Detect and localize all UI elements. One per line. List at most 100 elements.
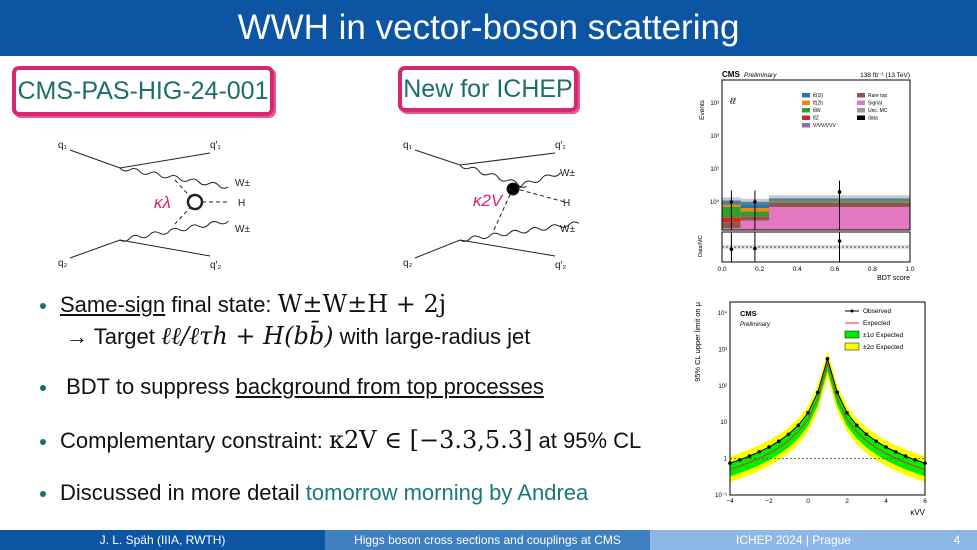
legend-swatch <box>857 108 865 113</box>
legend-entry: V/VV/VVV <box>813 123 836 129</box>
x-tick-label: 0.2 <box>755 266 764 273</box>
bdt-score-histogram: 10⁰ 10¹ 10² 10³ 0.0 0.2 0.4 0.6 0.8 1.0 BDT score E… <box>698 70 915 282</box>
bullet-text: Discussed in more detail <box>60 480 306 505</box>
legend-swatch <box>857 100 865 105</box>
observed-point <box>737 458 742 462</box>
x-tick-label: 2 <box>845 498 849 505</box>
label-q1-prime: q′₁ <box>555 140 566 151</box>
chart-title: CMS <box>722 70 740 79</box>
pas-tag: CMS-PAS-HIG-24-001 <box>12 66 274 116</box>
legend-swatch <box>802 115 810 120</box>
page-number: 4 <box>937 530 977 550</box>
y-tick-label: 10² <box>710 134 719 140</box>
observed-point <box>835 390 840 395</box>
legend-1sigma-swatch <box>844 330 860 339</box>
observed-point <box>815 390 820 395</box>
y-tick-label: 10³ <box>710 101 719 107</box>
data-point <box>837 190 842 194</box>
label-w: W± <box>560 224 575 235</box>
bullet-text: BDT to suppress <box>60 374 236 399</box>
quark-line <box>69 239 211 259</box>
talk-reference: tomorrow morning by Andrea <box>305 480 589 505</box>
label-q2: q₂ <box>58 258 68 269</box>
y-tick-label: 10² <box>718 384 727 390</box>
label-w: W± <box>235 178 250 189</box>
chart-title: CMS <box>740 309 757 318</box>
x-tick-label: 0.6 <box>830 266 839 273</box>
observed-point <box>806 411 810 415</box>
footer-talk-title: Higgs boson cross sections and couplings… <box>325 530 650 550</box>
x-tick-label: 0 <box>806 498 810 505</box>
observed-point <box>874 439 879 444</box>
legend-swatch <box>857 93 865 98</box>
feynman-diagram-kappa-lambda: q₁ q′₁ W± H W± q₂ q′₂ κλ <box>58 140 250 271</box>
observed-point <box>884 445 888 449</box>
bullet-discussed: Discussed in more detail tomorrow mornin… <box>40 480 588 506</box>
bullet-text: → Target <box>66 324 161 349</box>
channel-label: ℓℓ <box>729 96 736 106</box>
legend-swatch <box>802 123 810 128</box>
y-tick-label: 1 <box>724 457 728 463</box>
legend-entry: Rare top <box>868 93 887 99</box>
legend-entry: tt̄Z <box>813 115 819 122</box>
ratio-point <box>837 239 842 243</box>
legend-entry: Expected <box>863 320 890 327</box>
quark-line <box>414 149 556 166</box>
bullet-target: → Target ℓℓ/ℓτh + H(bb̄) with large-radi… <box>66 322 530 351</box>
observed-point <box>747 454 752 458</box>
x-tick-label: −4 <box>726 498 734 505</box>
legend-entry: Signal <box>868 101 882 107</box>
observed-point <box>825 357 830 361</box>
coupling-label: κ2V <box>473 191 504 210</box>
y-tick-label: 10 <box>720 420 727 426</box>
y-tick-label: 10⁴ <box>718 310 728 317</box>
label-q1: q₁ <box>403 140 413 151</box>
y-tick-label: 10⁰ <box>710 199 720 206</box>
observed-point <box>845 411 849 415</box>
underlined-text: Same-sign <box>60 292 166 317</box>
legend-entry: data <box>868 116 878 122</box>
bullet-same-sign: Same-sign final state: W±W±H + 2j <box>40 290 446 318</box>
ratio-point <box>729 247 734 252</box>
legend-entry: ±2σ Expected <box>863 344 903 351</box>
legend-swatch <box>802 100 810 105</box>
label-w: W± <box>560 168 575 179</box>
bullet-text: with large-radius jet <box>333 324 531 349</box>
legend-entry: ±1σ Expected <box>863 332 903 339</box>
legend-entry: Unc. MC <box>868 108 888 114</box>
feynman-diagram-kappa-2v: q₁ q′₁ W± H W± q₂ q′₂ κ2V <box>403 140 580 271</box>
quark-line <box>69 149 211 169</box>
new-tag: New for ICHEP <box>398 66 578 112</box>
data-point <box>753 200 757 204</box>
label-q2-prime: q′₂ <box>555 260 566 271</box>
math-expression: ℓℓ/ℓτh + H(bb̄) <box>160 322 334 350</box>
underlined-text: background from top processes <box>235 374 544 399</box>
kappa-vv-limit-plot: 10⁻¹ 1 10 10² 10³ 10⁴ −4 −2 0 2 4 6 κVV 95% CL upper … <box>693 301 927 517</box>
band-±1σ Expected <box>730 358 925 477</box>
label-w: W± <box>235 224 250 235</box>
footer: J. L. Späh (IIIA, RWTH) Higgs boson cros… <box>0 530 977 550</box>
legend-entry: tt̄W <box>813 107 821 114</box>
y-axis-label: Events <box>699 99 706 120</box>
bullet-constraint: Complementary constraint: κ2V ∈ [−3.3,5.… <box>40 426 641 454</box>
chart-subtitle: Preliminary <box>740 322 771 328</box>
x-tick-label: 0.4 <box>793 266 802 273</box>
observed-point <box>757 450 762 454</box>
x-axis-label: κVV <box>910 508 925 517</box>
x-axis-label: BDT score <box>877 275 910 282</box>
bullet-dot <box>40 303 46 310</box>
label-q2: q₂ <box>403 258 413 269</box>
label-q1: q₁ <box>58 140 68 151</box>
bullet-dot <box>40 385 46 392</box>
legend-2sigma-swatch <box>844 342 860 351</box>
legend-entry: tt̄(2l) <box>813 100 823 107</box>
y-axis-label: 95% CL upper limit on μ <box>693 302 702 382</box>
legend-entry: tt̄(1l) <box>813 92 823 99</box>
ratio-point <box>753 246 757 251</box>
y-tick-label: 10³ <box>718 347 727 353</box>
y-tick-label: 10¹ <box>710 167 719 173</box>
slide-title: WWH in vector-boson scattering <box>0 0 977 56</box>
legend-entry: Observed <box>863 308 892 315</box>
label-q1-prime: q′₁ <box>210 140 221 151</box>
x-tick-label: 4 <box>884 498 888 505</box>
